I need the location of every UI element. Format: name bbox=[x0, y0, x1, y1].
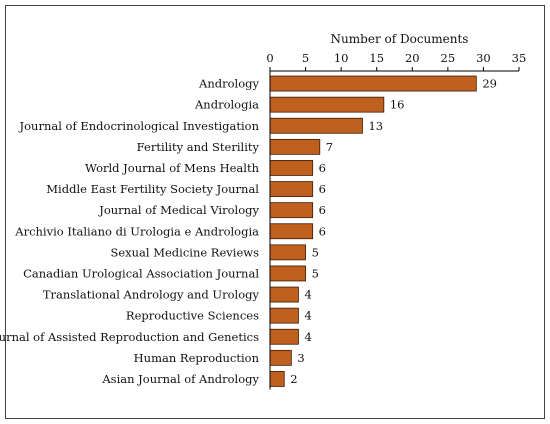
x-axis-ticks: 0 5 10 15 20 25 30 35 bbox=[266, 51, 526, 71]
value-label: 4 bbox=[304, 288, 311, 302]
value-label: 6 bbox=[319, 203, 326, 217]
category-label: Andrology bbox=[198, 77, 259, 91]
value-label: 3 bbox=[297, 351, 304, 365]
value-label: 29 bbox=[482, 77, 497, 91]
category-label: World Journal of Mens Health bbox=[85, 161, 260, 175]
category-label: Translational Andrology and Urology bbox=[43, 288, 260, 302]
bar bbox=[269, 202, 314, 219]
x-tick-label: 20 bbox=[405, 51, 420, 65]
x-tick-label: 0 bbox=[266, 51, 273, 65]
value-label: 5 bbox=[312, 266, 319, 280]
value-label: 13 bbox=[368, 119, 383, 133]
value-label: 4 bbox=[304, 330, 311, 344]
bar bbox=[269, 117, 363, 134]
bar bbox=[269, 307, 299, 324]
value-label: 7 bbox=[326, 140, 333, 154]
bar bbox=[269, 371, 285, 387]
category-label: Sexual Medicine Reviews bbox=[110, 245, 259, 259]
bar bbox=[269, 349, 292, 366]
bar bbox=[269, 96, 385, 113]
value-label: 6 bbox=[319, 224, 326, 238]
value-label: 16 bbox=[390, 98, 405, 112]
bar bbox=[269, 223, 314, 240]
category-label: Journal of Endocrinological Investigatio… bbox=[19, 119, 260, 133]
bar bbox=[269, 75, 477, 92]
value-label: 2 bbox=[290, 372, 297, 386]
value-label: 6 bbox=[319, 161, 326, 175]
x-axis-title: Number of Documents bbox=[331, 32, 469, 46]
bar bbox=[269, 181, 314, 197]
bar bbox=[269, 244, 306, 261]
x-tick-label: 25 bbox=[441, 51, 456, 65]
x-tick-label: 10 bbox=[334, 51, 349, 65]
bar bbox=[269, 286, 299, 303]
value-label: 6 bbox=[319, 182, 326, 196]
category-label: Reproductive Sciences bbox=[126, 309, 259, 323]
category-label: Journal of Assisted Reproduction and Gen… bbox=[0, 330, 259, 344]
category-label: Middle East Fertility Society Journal bbox=[46, 182, 259, 196]
bar bbox=[269, 328, 299, 345]
value-label: 4 bbox=[304, 309, 311, 323]
category-label: Human Reproduction bbox=[134, 351, 260, 365]
x-tick-label: 15 bbox=[369, 51, 384, 65]
x-tick-label: 35 bbox=[512, 51, 527, 65]
category-label: Journal of Medical Virology bbox=[98, 203, 259, 217]
category-labels: Andrology Andrologia Journal of Endocrinol… bbox=[0, 77, 260, 386]
bars bbox=[269, 75, 477, 387]
bar bbox=[269, 138, 321, 155]
x-tick-label: 5 bbox=[302, 51, 309, 65]
category-label: Canadian Urological Association Journal bbox=[23, 266, 259, 280]
x-tick-label: 30 bbox=[476, 51, 491, 65]
value-label: 5 bbox=[312, 245, 319, 259]
bar bbox=[269, 160, 314, 176]
category-label: Asian Journal of Andrology bbox=[101, 372, 259, 386]
category-label: Archivio Italiano di Urologia e Androlog… bbox=[14, 224, 259, 238]
bar bbox=[269, 265, 306, 282]
category-label: Fertility and Sterility bbox=[137, 140, 260, 154]
category-label: Andrologia bbox=[194, 98, 259, 112]
